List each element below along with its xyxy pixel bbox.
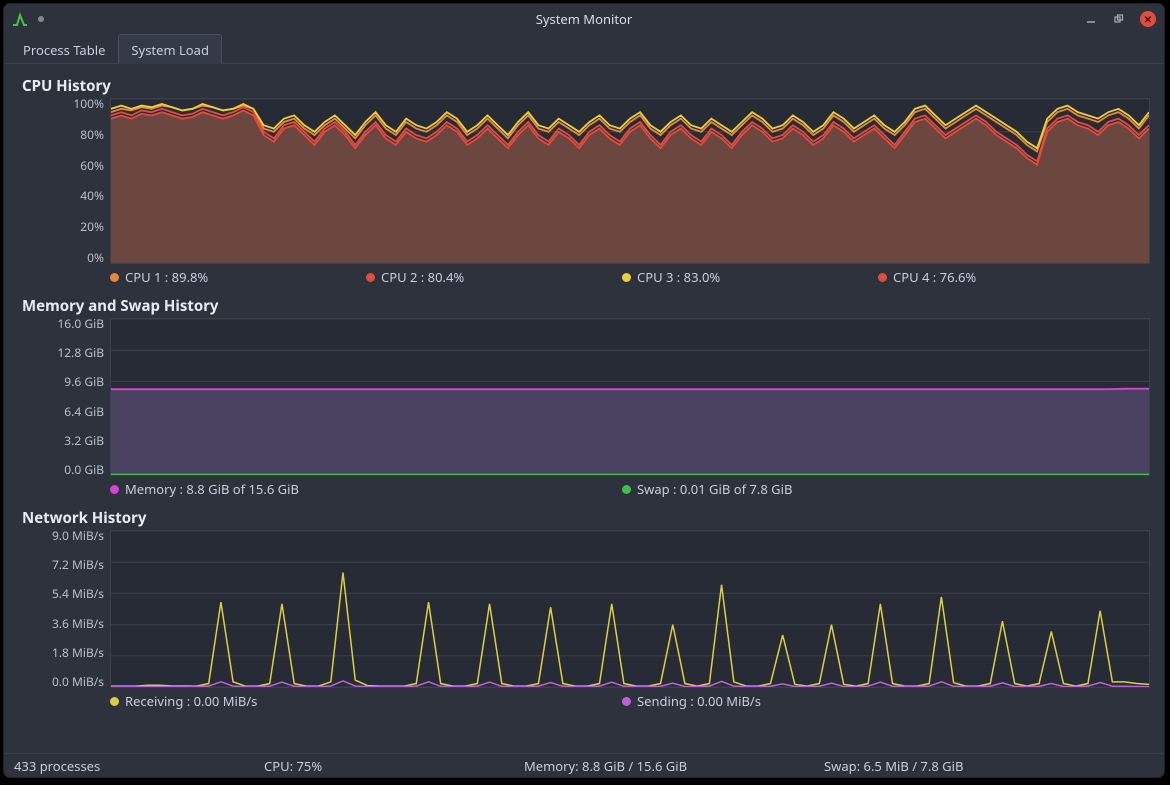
- mem-plot: [110, 318, 1150, 476]
- close-button[interactable]: ✕: [1140, 11, 1156, 27]
- app-icon: [12, 11, 28, 27]
- legend-dot-icon: [110, 485, 119, 494]
- legend-item: CPU 1 : 89.8%: [110, 268, 366, 286]
- legend-dot-icon: [622, 697, 631, 706]
- legend-dot-icon: [110, 273, 119, 282]
- legend-item: Swap : 0.01 GiB of 7.8 GiB: [622, 480, 1134, 498]
- window-title: System Monitor: [4, 10, 1164, 28]
- status-processes: 433 processes: [14, 757, 264, 775]
- legend-item: CPU 2 : 80.4%: [366, 268, 622, 286]
- titlebar: System Monitor ✕: [4, 4, 1164, 34]
- legend-label: CPU 2 : 80.4%: [381, 268, 464, 286]
- legend-dot-icon: [622, 273, 631, 282]
- legend-dot-icon: [878, 273, 887, 282]
- mem-title: Memory and Swap History: [22, 296, 1150, 316]
- series-line: [111, 389, 1149, 390]
- window: System Monitor ✕ Process Table System Lo…: [4, 4, 1164, 777]
- tabs: Process Table System Load: [4, 34, 1164, 64]
- minimize-button[interactable]: [1084, 12, 1098, 26]
- tab-system-load[interactable]: System Load: [118, 34, 222, 64]
- legend-label: Swap : 0.01 GiB of 7.8 GiB: [637, 480, 792, 498]
- net-title: Network History: [22, 508, 1150, 528]
- net-legend: Receiving : 0.00 MiB/s Sending : 0.00 MiB…: [18, 688, 1150, 714]
- net-yaxis: 9.0 MiB/s7.2 MiB/s5.4 MiB/s3.6 MiB/s1.8 …: [18, 530, 110, 688]
- legend-item: CPU 3 : 83.0%: [622, 268, 878, 286]
- net-plot: [110, 530, 1150, 688]
- cpu-yaxis: 100%80%60%40%20%0%: [18, 98, 110, 264]
- status-memory: Memory: 8.8 GiB / 15.6 GiB: [524, 757, 824, 775]
- legend-item: CPU 4 : 76.6%: [878, 268, 1134, 286]
- legend-dot-icon: [622, 485, 631, 494]
- mem-legend: Memory : 8.8 GiB of 15.6 GiB Swap : 0.01 …: [18, 476, 1150, 502]
- legend-dot-icon: [366, 273, 375, 282]
- legend-label: Receiving : 0.00 MiB/s: [125, 692, 257, 710]
- cpu-title: CPU History: [22, 76, 1150, 96]
- series-line: [111, 573, 1149, 686]
- legend-label: CPU 3 : 83.0%: [637, 268, 720, 286]
- status-cpu: CPU: 75%: [264, 757, 524, 775]
- maximize-button[interactable]: [1112, 12, 1126, 26]
- content: CPU History 100%80%60%40%20%0% CPU 1 : 8…: [4, 64, 1164, 753]
- legend-item: Sending : 0.00 MiB/s: [622, 692, 1134, 710]
- legend-label: Memory : 8.8 GiB of 15.6 GiB: [125, 480, 299, 498]
- tab-process-table[interactable]: Process Table: [10, 34, 118, 63]
- legend-dot-icon: [110, 697, 119, 706]
- legend-label: Sending : 0.00 MiB/s: [637, 692, 761, 710]
- status-swap: Swap: 6.5 MiB / 7.8 GiB: [824, 757, 963, 775]
- legend-label: CPU 4 : 76.6%: [893, 268, 976, 286]
- cpu-plot: [110, 98, 1150, 264]
- mem-yaxis: 16.0 GiB12.8 GiB9.6 GiB6.4 GiB3.2 GiB0.0…: [18, 318, 110, 476]
- cpu-legend: CPU 1 : 89.8% CPU 2 : 80.4% CPU 3 : 83.0% C…: [18, 264, 1150, 290]
- legend-item: Receiving : 0.00 MiB/s: [110, 692, 622, 710]
- statusbar: 433 processes CPU: 75% Memory: 8.8 GiB /…: [4, 753, 1164, 777]
- pin-icon[interactable]: [38, 16, 44, 22]
- legend-item: Memory : 8.8 GiB of 15.6 GiB: [110, 480, 622, 498]
- legend-label: CPU 1 : 89.8%: [125, 268, 208, 286]
